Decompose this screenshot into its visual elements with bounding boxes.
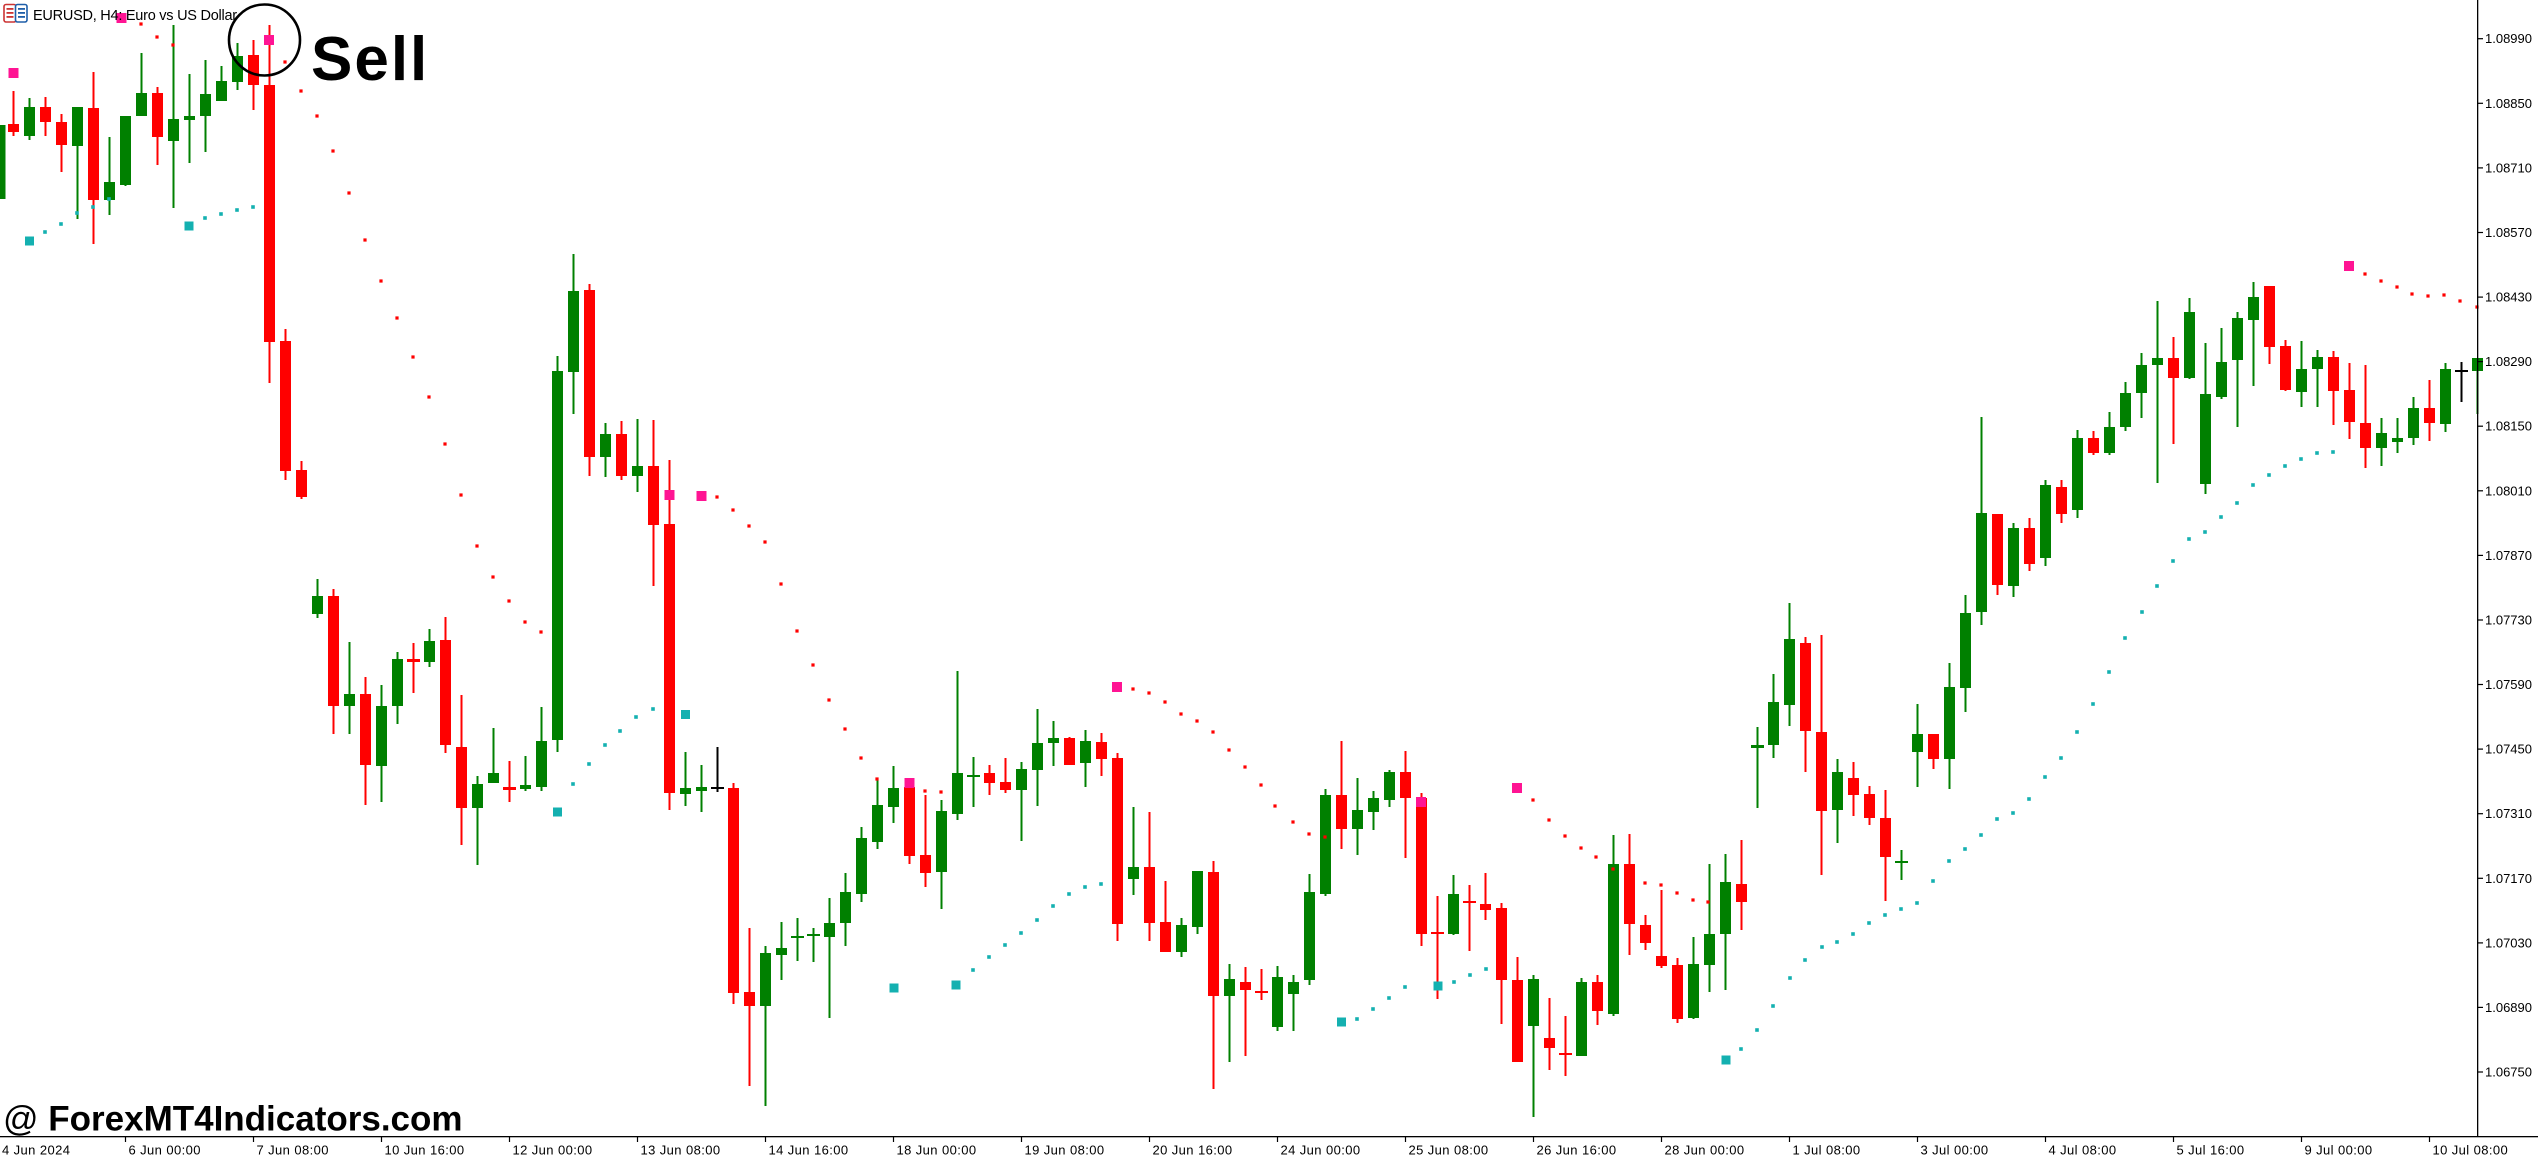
svg-text:14 Jun 16:00: 14 Jun 16:00 — [769, 1143, 849, 1158]
svg-text:19 Jun 08:00: 19 Jun 08:00 — [1025, 1143, 1105, 1158]
svg-text:5 Jul 16:00: 5 Jul 16:00 — [2177, 1143, 2245, 1158]
svg-text:28 Jun 00:00: 28 Jun 00:00 — [1665, 1143, 1745, 1158]
svg-text:1.08710: 1.08710 — [2485, 160, 2532, 175]
svg-text:1.07310: 1.07310 — [2485, 806, 2532, 821]
svg-text:1.07170: 1.07170 — [2485, 871, 2532, 886]
svg-text:26 Jun 16:00: 26 Jun 16:00 — [1537, 1143, 1617, 1158]
svg-text:1.08010: 1.08010 — [2485, 483, 2532, 498]
svg-text:1.08850: 1.08850 — [2485, 96, 2532, 111]
svg-text:10 Jun 16:00: 10 Jun 16:00 — [385, 1143, 465, 1158]
svg-text:1.07730: 1.07730 — [2485, 613, 2532, 628]
svg-text:6 Jun 00:00: 6 Jun 00:00 — [129, 1143, 201, 1158]
svg-text:1.08990: 1.08990 — [2485, 31, 2532, 46]
svg-text:18 Jun 00:00: 18 Jun 00:00 — [897, 1143, 977, 1158]
svg-text:1.07450: 1.07450 — [2485, 742, 2532, 757]
svg-text:7 Jun 08:00: 7 Jun 08:00 — [257, 1143, 329, 1158]
svg-text:1.06890: 1.06890 — [2485, 1000, 2532, 1015]
svg-text:9 Jul 00:00: 9 Jul 00:00 — [2305, 1143, 2373, 1158]
svg-text:1.07030: 1.07030 — [2485, 935, 2532, 950]
svg-text:4 Jun 2024: 4 Jun 2024 — [2, 1143, 70, 1158]
svg-text:1.08430: 1.08430 — [2485, 290, 2532, 305]
svg-text:Sell: Sell — [311, 25, 429, 94]
svg-text:13 Jun 08:00: 13 Jun 08:00 — [641, 1143, 721, 1158]
svg-text:1.08290: 1.08290 — [2485, 354, 2532, 369]
svg-text:10 Jul 08:00: 10 Jul 08:00 — [2433, 1143, 2509, 1158]
svg-text:1.08570: 1.08570 — [2485, 225, 2532, 240]
svg-text:1.07870: 1.07870 — [2485, 548, 2532, 563]
svg-text:EURUSD, H4: Euro vs US Dollar: EURUSD, H4: Euro vs US Dollar — [33, 8, 237, 24]
svg-text:12 Jun 00:00: 12 Jun 00:00 — [513, 1143, 593, 1158]
svg-text:1.08150: 1.08150 — [2485, 419, 2532, 434]
svg-text:3 Jul 00:00: 3 Jul 00:00 — [1921, 1143, 1989, 1158]
svg-text:1.07590: 1.07590 — [2485, 677, 2532, 692]
svg-text:1 Jul 08:00: 1 Jul 08:00 — [1793, 1143, 1861, 1158]
svg-text:4 Jul 08:00: 4 Jul 08:00 — [2049, 1143, 2117, 1158]
svg-text:25 Jun 08:00: 25 Jun 08:00 — [1409, 1143, 1489, 1158]
svg-text:1.06750: 1.06750 — [2485, 1065, 2532, 1080]
svg-text:@ ForexMT4Indicators.com: @ ForexMT4Indicators.com — [3, 1100, 463, 1139]
svg-text:20 Jun 16:00: 20 Jun 16:00 — [1153, 1143, 1233, 1158]
svg-text:24 Jun 00:00: 24 Jun 00:00 — [1281, 1143, 1361, 1158]
